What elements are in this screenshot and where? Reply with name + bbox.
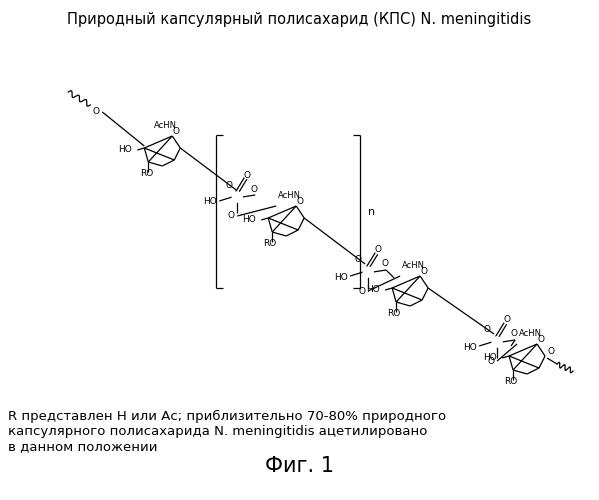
Text: HO: HO xyxy=(243,216,256,224)
Text: HO: HO xyxy=(204,198,217,206)
Text: O: O xyxy=(420,266,428,276)
Text: O: O xyxy=(251,184,258,194)
Text: O: O xyxy=(510,330,518,338)
Text: AcHN: AcHN xyxy=(519,328,541,338)
Text: AcHN: AcHN xyxy=(278,190,301,200)
Text: O: O xyxy=(547,346,555,356)
Text: в данном положении: в данном положении xyxy=(8,440,158,453)
Text: P: P xyxy=(494,338,500,346)
Text: O: O xyxy=(244,170,251,179)
Text: O: O xyxy=(504,316,510,324)
Text: O: O xyxy=(227,212,234,220)
Text: O: O xyxy=(537,334,544,344)
Text: HO: HO xyxy=(464,342,477,351)
Text: O: O xyxy=(483,324,491,334)
Text: RO: RO xyxy=(388,310,401,318)
Text: O: O xyxy=(358,286,365,296)
Text: RO: RO xyxy=(264,240,277,248)
Text: O: O xyxy=(226,180,233,190)
Text: P: P xyxy=(365,268,371,276)
Text: O: O xyxy=(297,196,304,205)
Text: O: O xyxy=(173,126,180,136)
Text: RO: RO xyxy=(140,170,153,178)
Text: P: P xyxy=(235,192,240,202)
Circle shape xyxy=(492,337,502,347)
Text: HO: HO xyxy=(367,286,380,294)
Text: n: n xyxy=(368,207,376,217)
Text: O: O xyxy=(374,246,382,254)
Circle shape xyxy=(232,192,242,202)
Text: HO: HO xyxy=(334,272,348,281)
Circle shape xyxy=(363,267,373,277)
Text: капсулярного полисахарида N. meningitidis ацетилировано: капсулярного полисахарида N. meningitidi… xyxy=(8,425,428,438)
Text: AcHN: AcHN xyxy=(401,260,425,270)
Text: O: O xyxy=(487,356,494,366)
Text: Природный капсулярный полисахарид (КПС) N. meningitidis: Природный капсулярный полисахарид (КПС) … xyxy=(67,12,531,27)
Text: RO: RO xyxy=(504,378,518,386)
Text: O: O xyxy=(355,254,362,264)
Text: AcHN: AcHN xyxy=(154,120,177,130)
Text: HO: HO xyxy=(119,146,132,154)
Text: Фиг. 1: Фиг. 1 xyxy=(265,456,334,476)
Text: O: O xyxy=(382,260,389,268)
Text: HO: HO xyxy=(483,354,497,362)
Text: R представлен Н или Ас; приблизительно 70-80% природного: R представлен Н или Ас; приблизительно 7… xyxy=(8,410,446,423)
Text: O: O xyxy=(93,108,100,116)
